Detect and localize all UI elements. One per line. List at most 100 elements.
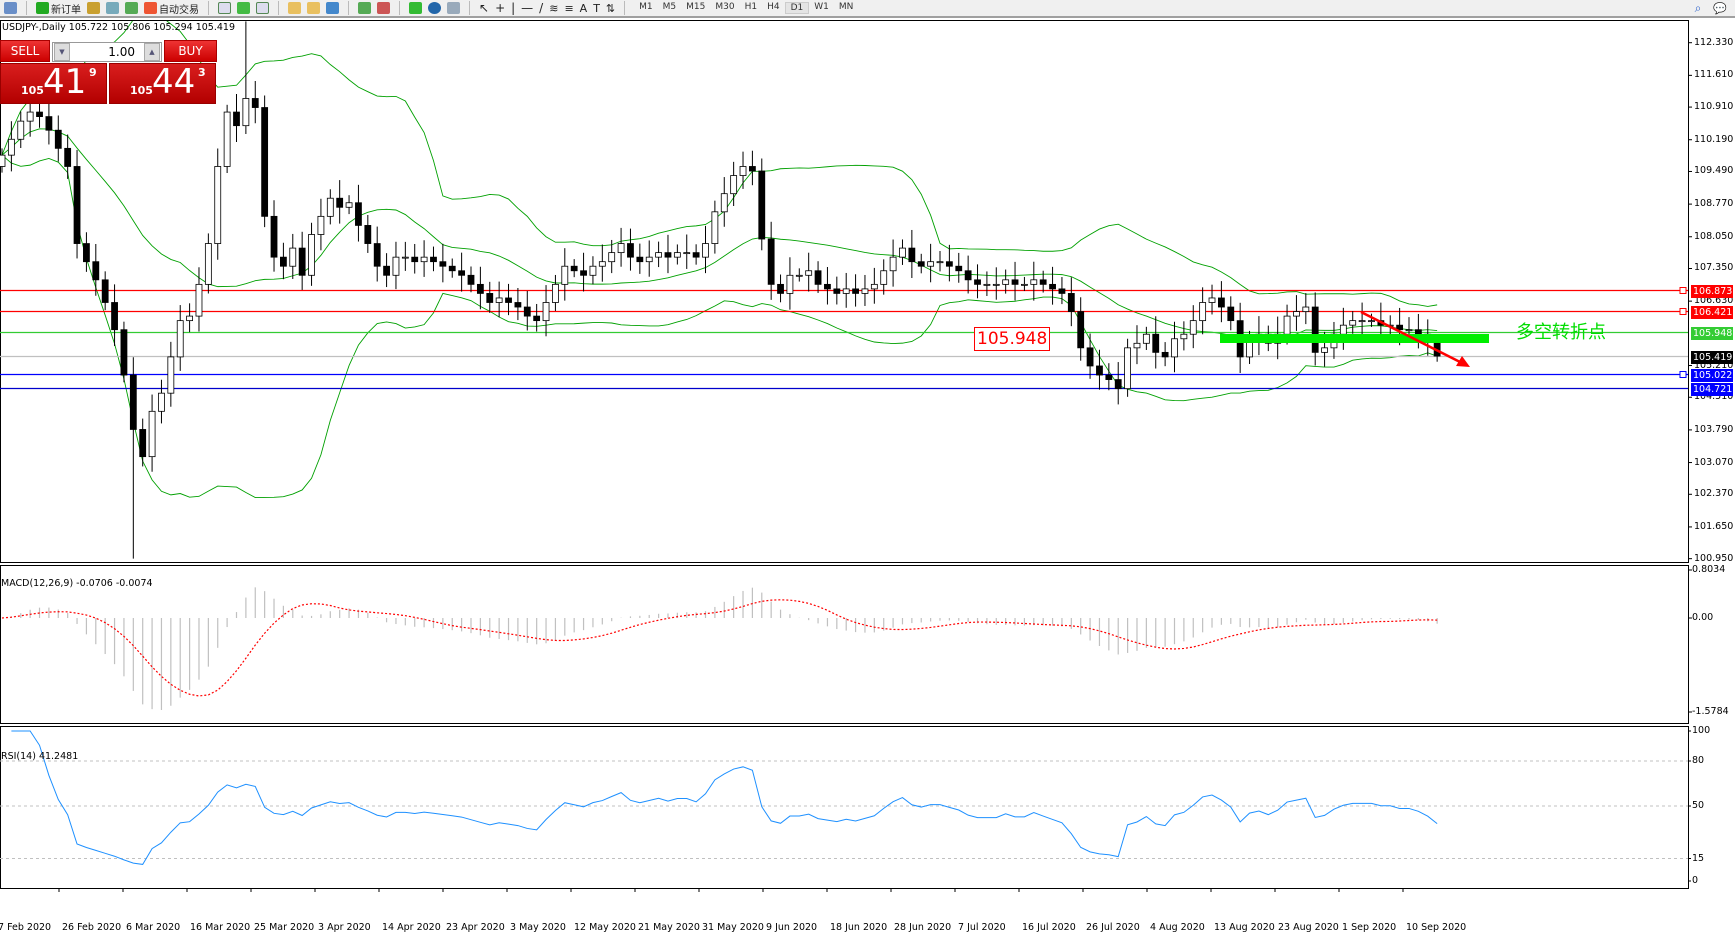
periods-icon[interactable] bbox=[428, 2, 441, 14]
downtrend-arrow bbox=[1360, 310, 1463, 365]
sell-price-small: 9 bbox=[89, 66, 97, 79]
timeframe-w1[interactable]: W1 bbox=[814, 2, 829, 12]
bear-candle bbox=[514, 302, 522, 308]
time-axis-label: 7 Feb 2020 bbox=[0, 922, 52, 933]
sell-button[interactable]: SELL bbox=[0, 40, 50, 62]
price-axis-label: 105.210 bbox=[1694, 359, 1734, 371]
bull-candle bbox=[214, 166, 222, 244]
bull-candle bbox=[795, 274, 803, 277]
buy-price[interactable]: 105 44 3 bbox=[109, 62, 216, 104]
bear-candle bbox=[1227, 306, 1235, 322]
turning-point-text: 多空转折点 bbox=[1516, 322, 1606, 343]
price-axis-label: 112.330 bbox=[1694, 36, 1734, 48]
hline-icon[interactable]: — bbox=[521, 1, 534, 15]
label-icon[interactable]: T bbox=[593, 1, 600, 15]
bull-candle bbox=[739, 166, 747, 176]
crosshair-icon[interactable]: + bbox=[495, 1, 506, 15]
line-chart-icon[interactable] bbox=[256, 2, 269, 14]
lot-increase-button[interactable]: ▲ bbox=[144, 43, 160, 61]
bull-candle bbox=[730, 175, 738, 195]
timeframe-m5[interactable]: M5 bbox=[662, 2, 677, 12]
bear-candle bbox=[767, 238, 775, 285]
bollinger-upper-band bbox=[1, 21, 1438, 307]
sell-price[interactable]: 105 41 9 bbox=[0, 62, 107, 104]
buy-button[interactable]: BUY bbox=[164, 40, 217, 62]
level-handle bbox=[1679, 287, 1687, 294]
lot-size-input[interactable]: 1.00 bbox=[52, 42, 162, 62]
bull-candle bbox=[702, 243, 709, 258]
indicators-icon[interactable] bbox=[409, 2, 422, 14]
timeframe-mn[interactable]: MN bbox=[838, 2, 854, 12]
price-axis-label: 106.630 bbox=[1694, 295, 1734, 307]
timeframe-d1[interactable]: D1 bbox=[784, 2, 810, 14]
time-axis-label: 3 Apr 2020 bbox=[318, 922, 371, 933]
bull-candle bbox=[223, 111, 231, 167]
autoscroll-icon[interactable] bbox=[358, 2, 371, 14]
zoom-out-icon[interactable] bbox=[307, 2, 320, 14]
vline-icon[interactable]: | bbox=[511, 1, 516, 15]
signal-icon[interactable] bbox=[125, 2, 138, 14]
candle-chart-icon[interactable] bbox=[237, 2, 250, 14]
bear-candle bbox=[627, 243, 634, 258]
price-axis-label: 110.910 bbox=[1694, 101, 1734, 113]
bear-candle bbox=[373, 243, 381, 267]
bear-candle bbox=[129, 374, 137, 430]
bull-candle bbox=[186, 315, 194, 322]
cursor-icon[interactable]: ↖ bbox=[479, 1, 490, 15]
bull-candle bbox=[26, 111, 34, 122]
price-level-tag: 104.721 bbox=[1691, 382, 1733, 396]
rsi-line bbox=[11, 730, 1438, 865]
auto-trading-button[interactable]: 自动交易 bbox=[144, 1, 199, 16]
bull-candle bbox=[167, 356, 175, 394]
bull-candle bbox=[1368, 320, 1375, 323]
fibo-fan-icon[interactable]: ≡ bbox=[564, 1, 574, 15]
lot-decrease-button[interactable]: ▼ bbox=[54, 43, 70, 61]
time-axis-label: 1 Sep 2020 bbox=[1342, 922, 1397, 933]
bear-candle bbox=[1218, 297, 1225, 308]
bear-candle bbox=[570, 265, 578, 272]
sell-price-main: 41 bbox=[43, 62, 87, 102]
templates-icon[interactable] bbox=[447, 2, 460, 14]
search-icon[interactable]: ⌕ bbox=[1694, 0, 1702, 15]
price-axis-label: 102.370 bbox=[1694, 488, 1734, 500]
price-level-tag: 105.022 bbox=[1691, 368, 1733, 382]
new-order-icon bbox=[36, 2, 49, 14]
arrows-icon[interactable]: ⇅ bbox=[605, 1, 616, 15]
fibo-icon[interactable]: ≋ bbox=[549, 1, 559, 15]
bear-candle bbox=[533, 315, 541, 322]
timeframe-m1[interactable]: M1 bbox=[639, 2, 653, 12]
bear-candle bbox=[945, 261, 953, 267]
tile-icon[interactable] bbox=[326, 2, 339, 14]
chat-icon[interactable]: 💬 bbox=[1713, 1, 1727, 15]
cloud-icon[interactable] bbox=[106, 2, 119, 14]
bull-candle bbox=[1171, 338, 1178, 358]
price-axis-label: 111.610 bbox=[1694, 69, 1734, 81]
chart-shift-icon[interactable] bbox=[377, 2, 390, 14]
separator bbox=[348, 1, 349, 15]
trendline-icon[interactable]: / bbox=[539, 1, 544, 15]
timeframe-h1[interactable]: H1 bbox=[744, 2, 758, 12]
time-axis-label: 18 Jun 2020 bbox=[830, 922, 888, 933]
level-handle bbox=[1679, 308, 1687, 315]
bull-candle bbox=[617, 243, 625, 254]
zoom-icon[interactable] bbox=[4, 2, 17, 14]
new-order-button[interactable]: 新订单 bbox=[36, 1, 81, 16]
timeframe-h4[interactable]: H4 bbox=[767, 2, 780, 12]
gold-icon[interactable] bbox=[87, 2, 100, 14]
text-icon[interactable]: A bbox=[579, 1, 588, 15]
zoom-in-icon[interactable] bbox=[288, 2, 301, 14]
time-axis-label: 31 May 2020 bbox=[702, 922, 764, 933]
bear-candle bbox=[298, 247, 306, 276]
timeframe-m15[interactable]: M15 bbox=[686, 2, 706, 12]
bear-candle bbox=[64, 147, 72, 167]
bear-candle bbox=[45, 116, 53, 131]
bull-candle bbox=[1180, 333, 1188, 340]
bar-chart-icon[interactable] bbox=[218, 2, 231, 14]
macd-histogram bbox=[10, 587, 1438, 710]
bear-candle bbox=[233, 111, 240, 127]
bear-candle bbox=[36, 111, 43, 118]
rsi-axis-label: 100 bbox=[1692, 725, 1711, 736]
time-axis-label: 10 Sep 2020 bbox=[1406, 922, 1467, 933]
timeframe-m30[interactable]: M30 bbox=[715, 2, 735, 12]
